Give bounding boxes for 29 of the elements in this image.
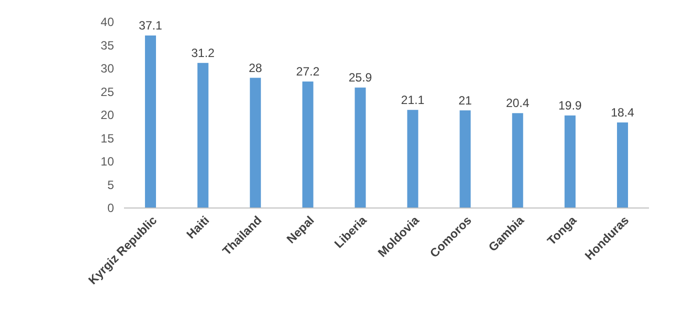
data-label: 18.4: [610, 105, 635, 120]
y-tick-label: 35: [100, 38, 114, 52]
data-label: 25.9: [348, 70, 372, 85]
bar: [564, 115, 576, 208]
bar: [144, 35, 156, 208]
bar: [617, 122, 628, 208]
y-tick-label: 0: [107, 201, 114, 216]
data-label: 27.2: [296, 64, 320, 79]
bar: [512, 113, 524, 208]
y-tick-label: 5: [107, 178, 114, 192]
bar: [354, 88, 366, 208]
data-label: 31.2: [191, 46, 215, 60]
y-tick-label: 15: [100, 131, 114, 146]
data-label: 37.1: [138, 18, 162, 32]
data-label: 21.1: [401, 92, 425, 107]
bar: [302, 82, 314, 208]
y-tick-label: 10: [100, 154, 114, 169]
bar: [407, 110, 418, 208]
data-label: 28: [248, 60, 262, 75]
y-tick-label: 30: [100, 62, 114, 76]
y-tick-label: 25: [100, 84, 114, 99]
bar: [460, 110, 471, 208]
y-tick-label: 40: [100, 15, 114, 30]
bar: [250, 78, 261, 208]
data-label: 21: [458, 93, 472, 108]
y-tick-label: 20: [100, 108, 114, 122]
data-label: 20.4: [506, 96, 530, 110]
bar: [197, 62, 208, 208]
data-label: 19.9: [558, 98, 582, 112]
